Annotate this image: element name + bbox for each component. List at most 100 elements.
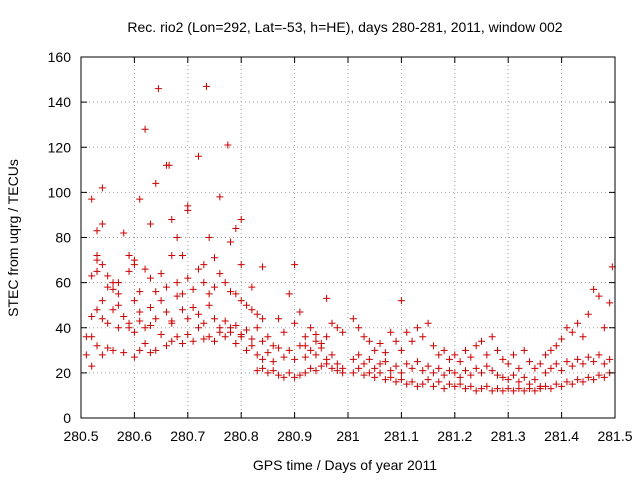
data-point: [574, 376, 582, 384]
x-tick-label: 281.5: [597, 428, 632, 444]
data-point: [595, 292, 603, 300]
data-point: [590, 376, 598, 384]
data-point: [488, 367, 496, 375]
data-point: [146, 321, 154, 329]
data-point: [600, 360, 608, 368]
data-point: [349, 369, 357, 377]
data-point: [531, 364, 539, 372]
data-point: [152, 315, 160, 323]
data-point: [227, 328, 235, 336]
data-point: [248, 283, 256, 291]
y-tick-label: 40: [55, 320, 71, 336]
data-point: [574, 319, 582, 327]
data-point: [461, 385, 469, 393]
data-point: [248, 306, 256, 314]
data-point: [280, 373, 288, 381]
data-point: [531, 376, 539, 384]
data-point: [381, 349, 389, 357]
data-point: [221, 333, 229, 341]
data-point: [184, 274, 192, 282]
data-point: [360, 333, 368, 341]
data-point: [200, 319, 208, 327]
data-point: [440, 371, 448, 379]
data-point: [355, 364, 363, 372]
data-point: [488, 387, 496, 395]
data-point: [296, 308, 304, 316]
data-point: [504, 385, 512, 393]
data-point: [130, 353, 138, 361]
data-point: [275, 371, 283, 379]
data-point: [387, 373, 395, 381]
data-point: [248, 335, 256, 343]
data-point: [237, 261, 245, 269]
data-point: [520, 387, 528, 395]
data-point: [328, 351, 336, 359]
data-point: [392, 337, 400, 345]
data-point: [98, 351, 106, 359]
data-point: [563, 378, 571, 386]
data-point: [456, 373, 464, 381]
data-point: [483, 351, 491, 359]
data-point: [109, 279, 117, 287]
data-point: [211, 315, 218, 323]
data-point: [259, 315, 267, 323]
data-point: [152, 179, 160, 187]
data-point: [136, 195, 144, 203]
data-point: [590, 358, 598, 366]
data-point: [232, 290, 240, 298]
data-point: [323, 333, 331, 341]
data-point: [520, 373, 528, 381]
data-point: [88, 312, 96, 320]
data-point: [483, 382, 491, 390]
x-tick-label: 281.1: [384, 428, 419, 444]
data-point: [590, 285, 598, 293]
data-point: [600, 324, 608, 332]
data-point: [165, 161, 173, 169]
data-point: [253, 367, 261, 375]
data-point: [445, 380, 453, 388]
data-point: [429, 369, 437, 377]
data-point: [445, 367, 453, 375]
data-point: [461, 367, 469, 375]
data-point: [419, 380, 427, 388]
data-point: [269, 367, 277, 375]
data-point: [152, 346, 160, 354]
data-point: [472, 387, 480, 395]
data-point: [312, 351, 320, 359]
data-point: [365, 337, 373, 345]
data-point: [285, 369, 293, 377]
data-point: [376, 340, 384, 348]
data-point: [478, 337, 485, 345]
data-point: [146, 220, 154, 228]
data-point: [307, 324, 315, 332]
data-point: [360, 360, 368, 368]
data-point: [243, 326, 251, 334]
data-point: [435, 364, 443, 372]
data-point: [259, 337, 267, 345]
data-point: [109, 306, 117, 314]
y-tick-label: 160: [48, 49, 72, 65]
data-point: [205, 290, 213, 298]
data-point: [200, 261, 208, 269]
data-point: [237, 297, 245, 305]
data-point: [526, 358, 534, 366]
data-point: [178, 252, 186, 260]
data-point: [98, 315, 106, 323]
data-point: [371, 364, 379, 372]
data-point: [328, 319, 336, 327]
data-point: [88, 362, 96, 370]
data-point: [328, 364, 336, 372]
data-point: [472, 364, 480, 372]
data-point: [221, 279, 229, 287]
data-point: [221, 317, 229, 325]
x-tick-label: 280.5: [63, 428, 98, 444]
data-point: [259, 263, 267, 271]
data-point: [157, 270, 165, 278]
data-point: [285, 290, 293, 298]
data-point: [494, 346, 502, 354]
data-point: [194, 310, 202, 318]
x-tick-label: 281.3: [491, 428, 526, 444]
data-point: [269, 342, 277, 350]
data-point: [360, 371, 368, 379]
